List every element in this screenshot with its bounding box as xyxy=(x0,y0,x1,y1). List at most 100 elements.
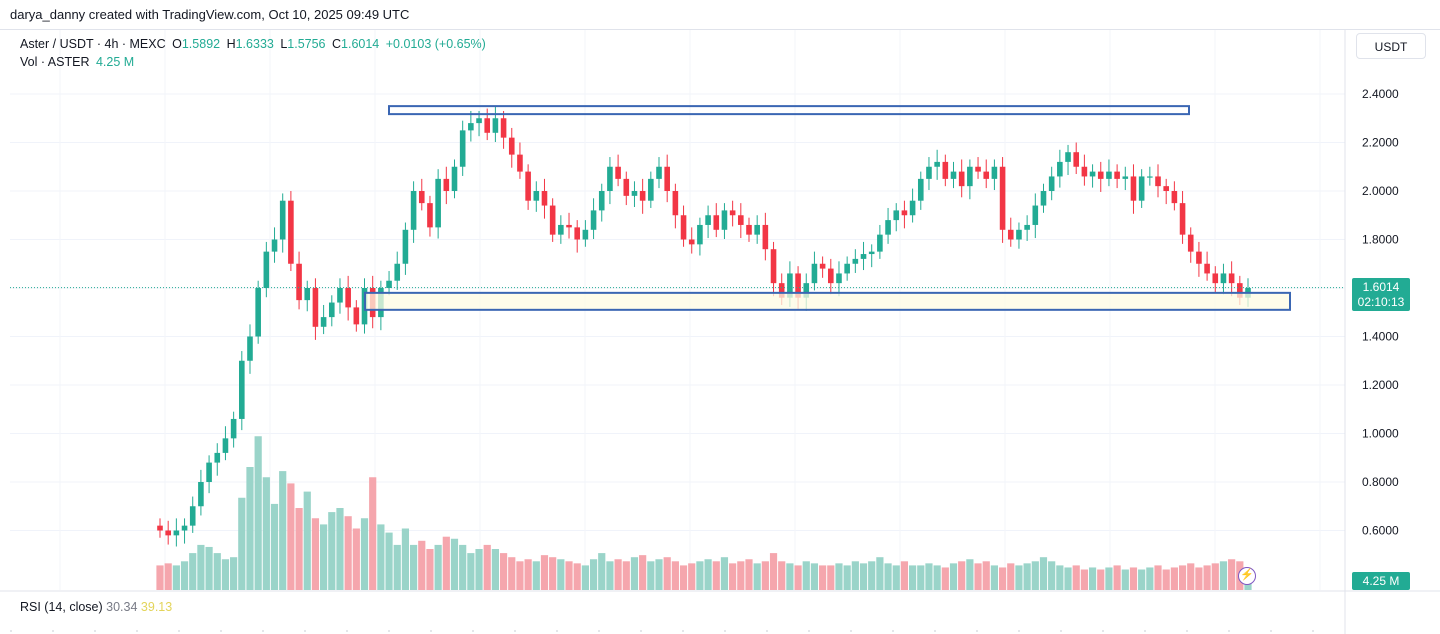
candle-body xyxy=(500,118,507,138)
candle-body xyxy=(811,263,818,284)
candle xyxy=(868,244,875,268)
volume-bar xyxy=(671,561,679,590)
candle-body xyxy=(999,166,1006,230)
candle-body xyxy=(1228,273,1235,284)
candle xyxy=(688,227,695,254)
candle xyxy=(525,164,531,210)
candle-body xyxy=(566,224,572,228)
volume-bar xyxy=(205,546,213,590)
candle xyxy=(746,217,752,242)
candle xyxy=(468,110,474,142)
candle-body xyxy=(263,251,270,288)
candle xyxy=(1032,193,1039,239)
candle-body xyxy=(975,166,981,172)
candle xyxy=(541,178,548,219)
candle-body xyxy=(484,118,491,133)
volume-bar xyxy=(524,559,532,590)
rsi-legend: RSI (14, close) 30.34 39.13 xyxy=(20,600,172,614)
candle-body xyxy=(418,191,425,204)
volume-bar xyxy=(868,561,876,590)
candle-body xyxy=(819,263,826,269)
volume-bar xyxy=(1097,569,1105,590)
y-tick-label: 1.8000 xyxy=(1362,233,1399,247)
candle-body xyxy=(337,288,343,303)
candle-body xyxy=(942,161,949,179)
candle-body xyxy=(844,263,850,274)
volume-bar xyxy=(941,567,949,590)
candle-body xyxy=(639,191,646,201)
candle-body xyxy=(917,178,924,201)
volume-bar xyxy=(336,508,344,590)
volume-bar xyxy=(696,561,704,590)
volume-bar xyxy=(385,532,393,590)
candle-body xyxy=(958,171,965,187)
volume-bar xyxy=(1187,563,1195,590)
lightning-icon[interactable]: ⚡ xyxy=(1238,567,1256,585)
candle-body xyxy=(827,268,834,284)
candle-body xyxy=(893,210,900,221)
candle-body xyxy=(934,161,940,167)
candle xyxy=(1138,169,1145,208)
candle xyxy=(459,120,466,176)
candle-body xyxy=(664,166,670,191)
volume-bar xyxy=(655,559,663,590)
candle-body xyxy=(271,239,278,252)
symbol-name: Aster / USDT · 4h · MEXC xyxy=(20,37,166,51)
volume-bar xyxy=(230,557,238,590)
candle xyxy=(877,224,883,259)
volume-bar xyxy=(540,555,549,590)
candle xyxy=(819,256,826,278)
candle xyxy=(1048,166,1055,201)
candle xyxy=(533,181,540,212)
candle xyxy=(222,426,229,461)
candle xyxy=(639,178,646,214)
candle-body xyxy=(672,191,679,216)
candle xyxy=(860,241,867,271)
volume-bar xyxy=(221,559,230,590)
candle-body xyxy=(656,166,662,179)
volume-bar xyxy=(745,559,753,590)
candle-body xyxy=(1237,283,1243,298)
candle xyxy=(402,222,409,275)
candle xyxy=(476,110,482,137)
resistance-box xyxy=(388,105,1190,116)
candle-body xyxy=(574,227,581,240)
candle-body xyxy=(1024,224,1030,230)
candle-body xyxy=(1032,205,1039,225)
candle-body xyxy=(1081,166,1088,177)
volume-bar xyxy=(966,559,974,590)
candle xyxy=(590,198,597,240)
last-price-value: 1.6014 xyxy=(1362,280,1400,294)
volume-bar xyxy=(491,549,499,590)
candle-body xyxy=(598,191,605,211)
candle-body xyxy=(713,215,720,230)
volume-bar xyxy=(753,563,761,590)
volume-bar xyxy=(819,565,827,590)
volume-bar xyxy=(303,491,311,590)
candle xyxy=(1065,144,1071,175)
candle xyxy=(255,280,261,344)
candle-body xyxy=(1187,234,1194,252)
volume-bar xyxy=(598,553,606,590)
candle xyxy=(697,217,703,256)
candle xyxy=(418,178,425,211)
volume-bar xyxy=(164,563,172,590)
volume-bar xyxy=(279,471,287,590)
volume-bar xyxy=(508,557,516,590)
currency-selector[interactable]: USDT xyxy=(1356,33,1426,59)
volume-bar xyxy=(197,544,205,590)
volume-bar xyxy=(1219,561,1228,590)
volume-bar xyxy=(925,563,933,590)
volume-bar xyxy=(557,559,565,590)
volume-bar xyxy=(827,565,835,590)
candle-body xyxy=(1155,176,1161,187)
volume-bar xyxy=(1129,567,1138,590)
candle-body xyxy=(860,254,867,259)
candle xyxy=(1089,164,1096,188)
candle xyxy=(852,249,859,273)
candle-body xyxy=(926,166,932,179)
volume-bar xyxy=(769,553,778,590)
candle-body xyxy=(1212,273,1219,284)
candle-body xyxy=(1073,152,1080,167)
